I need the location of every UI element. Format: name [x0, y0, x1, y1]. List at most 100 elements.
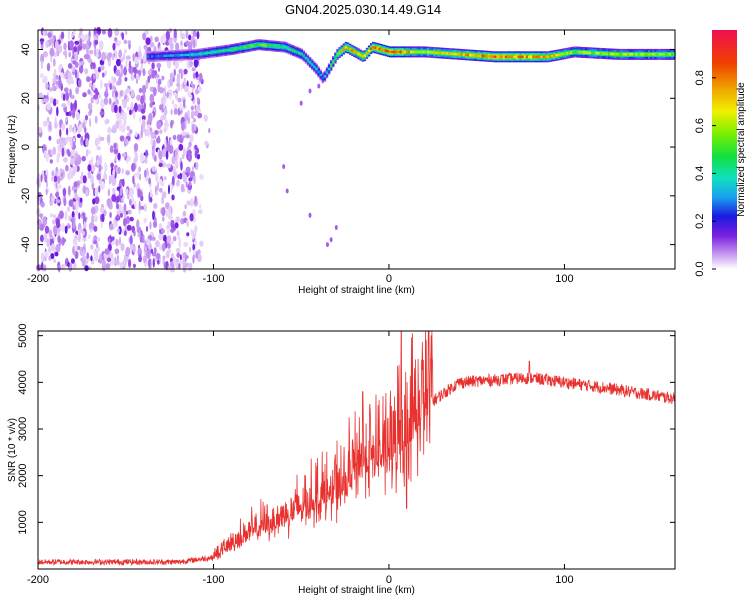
noise-speck [114, 259, 118, 265]
noise-speck [149, 41, 155, 48]
noise-speck [189, 134, 194, 143]
noise-speck [125, 30, 128, 36]
noise-speck [42, 264, 47, 272]
ridge-cell [586, 51, 590, 54]
noise-speck [43, 75, 48, 84]
noise-speck [52, 72, 56, 79]
noise-speck [63, 42, 67, 51]
ridge-cell [563, 52, 567, 55]
ridge-cell [148, 55, 152, 58]
noise-speck [94, 115, 98, 124]
noise-speck [192, 84, 196, 89]
ridge-cell [186, 53, 190, 57]
noise-speck [125, 210, 129, 215]
noise-speck [159, 45, 162, 52]
noise-speck [164, 138, 167, 149]
noise-speck [64, 91, 70, 102]
noise-speck [50, 149, 53, 156]
noise-speck [170, 119, 173, 129]
ridge-cell [620, 53, 623, 56]
noise-speck [50, 243, 56, 253]
noise-speck [77, 78, 82, 88]
ridge-cell [353, 50, 356, 53]
noise-speck [62, 50, 67, 56]
noise-speck [44, 225, 50, 234]
ridge-cell [151, 55, 154, 58]
ridge-cell [176, 54, 179, 57]
noise-speck [165, 30, 170, 41]
noise-speck [134, 152, 139, 162]
y-tick-label: -40 [20, 237, 32, 253]
noise-speck [96, 146, 102, 151]
noise-speck [143, 51, 147, 62]
ridge-cell [460, 53, 463, 56]
noise-speck [73, 46, 78, 53]
noise-speck [189, 170, 195, 180]
noise-speck [124, 49, 127, 54]
noise-speck [55, 99, 59, 105]
noise-speck [81, 171, 84, 180]
noise-speck [107, 52, 113, 59]
ridge-cell [492, 55, 495, 58]
noise-speck [161, 162, 167, 168]
noise-speck [107, 28, 113, 38]
noise-speck [134, 102, 138, 113]
noise-speck [56, 155, 59, 164]
noise-speck [83, 54, 89, 60]
ridge-cell [161, 54, 164, 58]
noise-speck [203, 114, 208, 122]
noise-speck [98, 185, 101, 193]
ridge-cell [481, 54, 484, 58]
noise-speck [105, 86, 108, 95]
noise-speck [52, 98, 57, 107]
noise-speck [143, 203, 147, 212]
noise-speck [120, 114, 123, 120]
noise-speck [101, 29, 106, 35]
ridge-cell [660, 53, 663, 56]
noise-speck [186, 200, 191, 206]
noise-speck [146, 248, 151, 259]
noise-speck [175, 180, 180, 187]
noise-speck [63, 157, 68, 163]
noise-speck [282, 164, 286, 170]
ridge-cell [513, 55, 516, 59]
noise-speck [146, 225, 148, 232]
noise-speck [53, 175, 58, 183]
noise-speck [58, 138, 63, 145]
noise-speck [191, 88, 194, 93]
noise-speck [74, 192, 78, 200]
noise-speck [45, 82, 49, 91]
noise-speck [96, 173, 101, 181]
noise-speck [73, 181, 78, 188]
noise-speck [116, 254, 119, 262]
noise-speck [99, 136, 105, 141]
noise-speck [66, 127, 69, 136]
ridge-cell [304, 56, 308, 60]
noise-speck [151, 166, 156, 172]
noise-speck [172, 256, 177, 265]
noise-speck [149, 93, 155, 103]
noise-speck [68, 30, 70, 41]
ridge-cell [365, 52, 369, 55]
ridge-cell [530, 55, 533, 59]
noise-speck [46, 102, 51, 111]
noise-speck [82, 185, 87, 194]
noise-speck [52, 146, 56, 155]
ridge-cell [485, 55, 489, 58]
noise-speck [176, 154, 180, 160]
ridge-cell [616, 53, 619, 56]
ridge-cell [252, 44, 255, 47]
ridge-cell [237, 47, 240, 50]
noise-speck [118, 105, 122, 114]
ridge-cell [584, 51, 588, 54]
noise-speck [48, 121, 52, 131]
ridge-cell [612, 52, 615, 56]
ridge-cell [433, 51, 436, 54]
noise-speck [174, 59, 179, 69]
ridge-cell [275, 45, 278, 48]
noise-speck [175, 247, 181, 253]
x-tick-label: -100 [202, 273, 224, 285]
noise-speck [73, 126, 76, 135]
noise-speck [146, 167, 149, 174]
noise-speck [192, 72, 196, 79]
